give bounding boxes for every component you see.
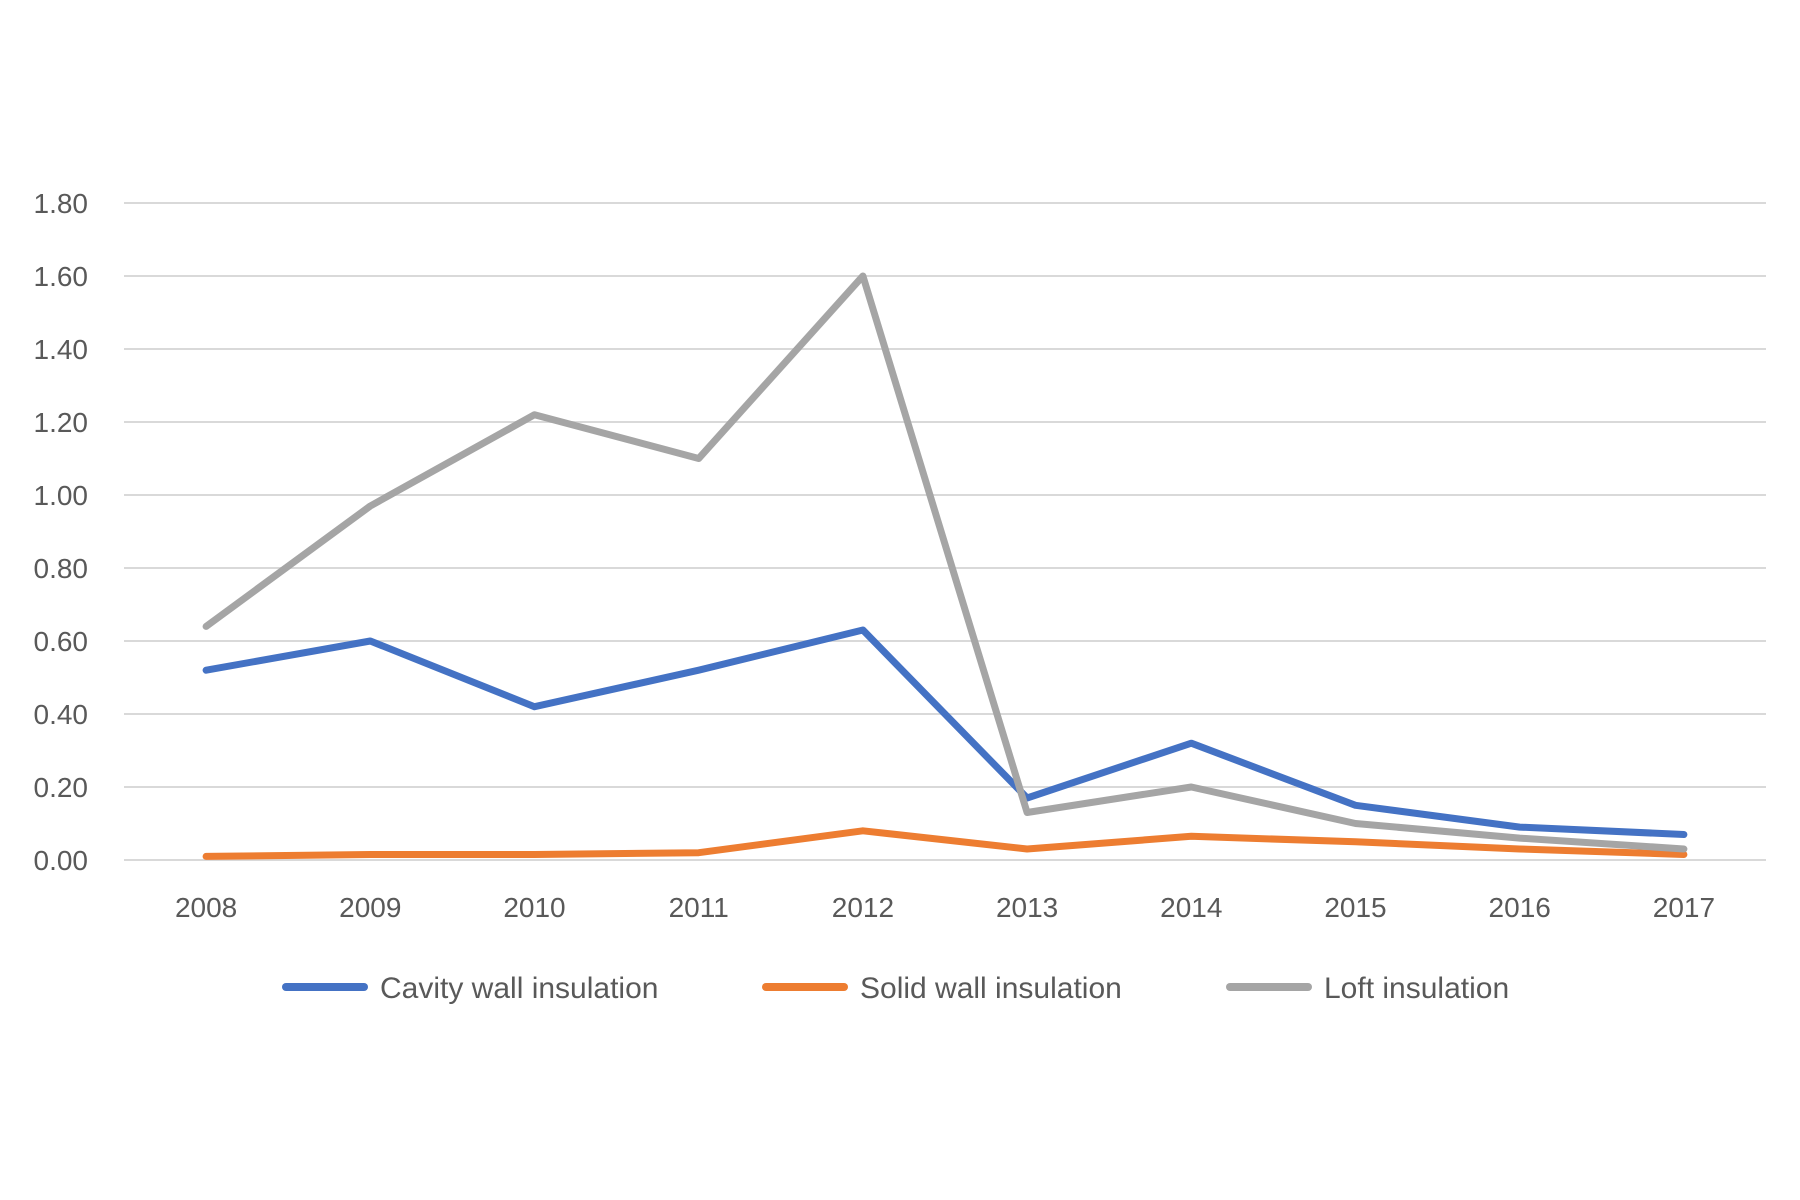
- y-tick-label: 0.60: [34, 626, 89, 657]
- legend-label-cavity-wall-insulation: Cavity wall insulation: [380, 972, 658, 1005]
- y-tick-label: 0.40: [34, 699, 89, 730]
- x-tick-label: 2011: [669, 892, 729, 923]
- x-tick-label: 2013: [996, 892, 1058, 923]
- y-tick-label: 0.80: [34, 553, 89, 584]
- y-tick-label: 1.60: [34, 261, 89, 292]
- x-tick-label: 2016: [1489, 892, 1551, 923]
- x-tick-label: 2015: [1324, 892, 1386, 923]
- y-tick-label: 1.20: [34, 407, 89, 438]
- x-tick-label: 2014: [1160, 892, 1222, 923]
- series-line-loft-insulation: [202, 272, 1688, 853]
- y-tick-label: 1.00: [34, 480, 89, 511]
- y-tick-label: 0.00: [34, 845, 89, 876]
- x-tick-label: 2010: [503, 892, 565, 923]
- x-tick-label: 2017: [1653, 892, 1715, 923]
- y-tick-label: 0.20: [34, 772, 89, 803]
- legend-label-solid-wall-insulation: Solid wall insulation: [860, 972, 1122, 1005]
- y-tick-label: 1.40: [34, 334, 89, 365]
- legend-label-loft-insulation: Loft insulation: [1324, 972, 1509, 1005]
- x-axis-tick-labels: 2008 2009 2010 2011 2012 2013 2014 2015 2016 2017: [175, 892, 1715, 923]
- y-axis-tick-labels: 0.00 0.20 0.40 0.60 0.80 1.00 1.20 1.40 1.60 1.80: [34, 188, 89, 876]
- x-tick-label: 2008: [175, 892, 237, 923]
- series-line-solid-wall-insulation: [202, 827, 1688, 860]
- series-line-cavity-wall-insulation: [202, 626, 1688, 838]
- series-lines: [202, 272, 1688, 860]
- legend: Cavity wall insulation Solid wall insulat…: [282, 972, 1509, 1005]
- x-tick-label: 2012: [832, 892, 894, 923]
- x-tick-label: 2009: [339, 892, 401, 923]
- y-tick-label: 1.80: [34, 188, 89, 219]
- gridlines: [124, 202, 1766, 861]
